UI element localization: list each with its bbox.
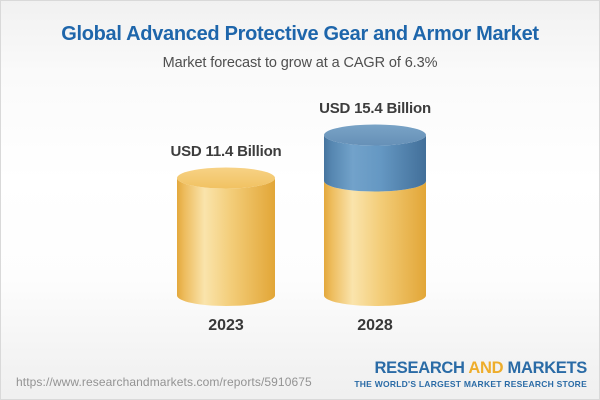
bar-2023 <box>177 167 275 306</box>
bar-2023-body <box>177 178 275 306</box>
chart-subtitle: Market forecast to grow at a CAGR of 6.3… <box>162 55 438 71</box>
research-and-markets-logo: RESEARCH AND MARKETS THE WORLD'S LARGEST… <box>354 360 587 388</box>
logo-wordmark: RESEARCH AND MARKETS <box>354 360 587 377</box>
bar-2028-body-gold <box>324 181 426 306</box>
bar-2023-cap <box>177 167 275 189</box>
bar-2028-cap <box>324 124 426 146</box>
bar-value-label-2028: USD 15.4 Billion <box>319 100 431 117</box>
bar-2028 <box>324 124 426 306</box>
logo-tagline: THE WORLD'S LARGEST MARKET RESEARCH STOR… <box>354 378 587 389</box>
logo-word-markets: MARKETS <box>507 359 588 377</box>
chart-title: Global Advanced Protective Gear and Armo… <box>61 23 539 45</box>
source-url: https://www.researchandmarkets.com/repor… <box>16 375 312 389</box>
logo-word-and: AND <box>468 359 504 377</box>
x-axis-label-2028: 2028 <box>357 317 393 334</box>
bar-2028-growth-segment-blue <box>324 135 426 192</box>
bar-value-label-2023: USD 11.4 Billion <box>170 143 282 160</box>
x-axis-label-2023: 2023 <box>208 317 244 334</box>
logo-word-research: RESEARCH <box>374 359 465 377</box>
